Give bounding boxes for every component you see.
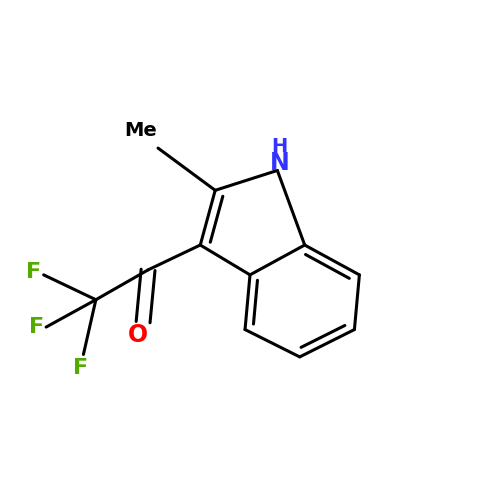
Text: F: F — [74, 358, 88, 378]
Text: Me: Me — [124, 121, 157, 140]
Text: H: H — [272, 137, 288, 156]
Text: N: N — [270, 151, 289, 175]
Text: F: F — [28, 317, 44, 337]
Text: O: O — [128, 322, 148, 346]
Text: F: F — [26, 262, 42, 282]
